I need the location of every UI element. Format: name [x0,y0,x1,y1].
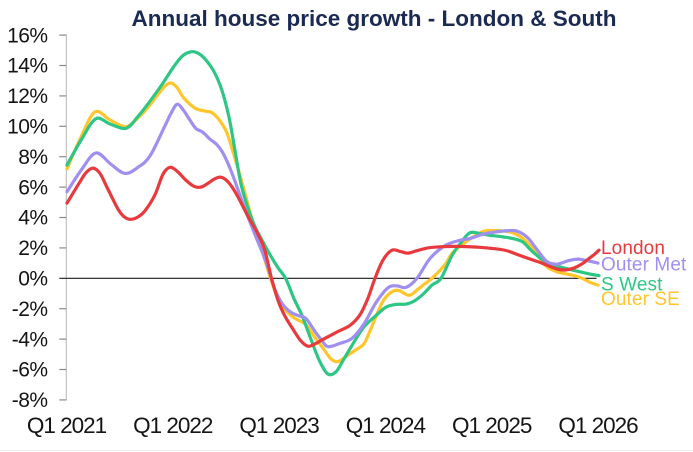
svg-text:8%: 8% [18,146,47,169]
svg-text:2%: 2% [18,237,47,260]
svg-text:Outer Met: Outer Met [601,255,687,276]
svg-text:16%: 16% [7,24,47,47]
svg-text:Q1 2025: Q1 2025 [452,413,532,438]
svg-text:Outer SE: Outer SE [601,289,680,310]
svg-text:6%: 6% [18,176,47,199]
svg-text:-2%: -2% [12,298,48,321]
svg-text:Annual house price growth - Lo: Annual house price growth - London & Sou… [132,6,617,31]
svg-text:-4%: -4% [12,328,48,351]
svg-text:S West: S West [601,274,663,295]
svg-text:-8%: -8% [12,389,48,412]
svg-text:Q1 2022: Q1 2022 [133,413,213,438]
svg-text:Q1 2023: Q1 2023 [239,413,319,438]
svg-text:London: London [601,238,665,259]
svg-text:-6%: -6% [12,359,48,382]
svg-text:Q1 2026: Q1 2026 [558,413,638,438]
svg-text:0%: 0% [18,268,47,291]
svg-text:14%: 14% [7,55,47,78]
svg-text:Q1 2021: Q1 2021 [27,413,107,438]
svg-text:12%: 12% [7,85,47,108]
svg-text:Q1 2024: Q1 2024 [346,413,426,438]
svg-text:10%: 10% [7,116,47,139]
svg-text:4%: 4% [18,207,47,230]
